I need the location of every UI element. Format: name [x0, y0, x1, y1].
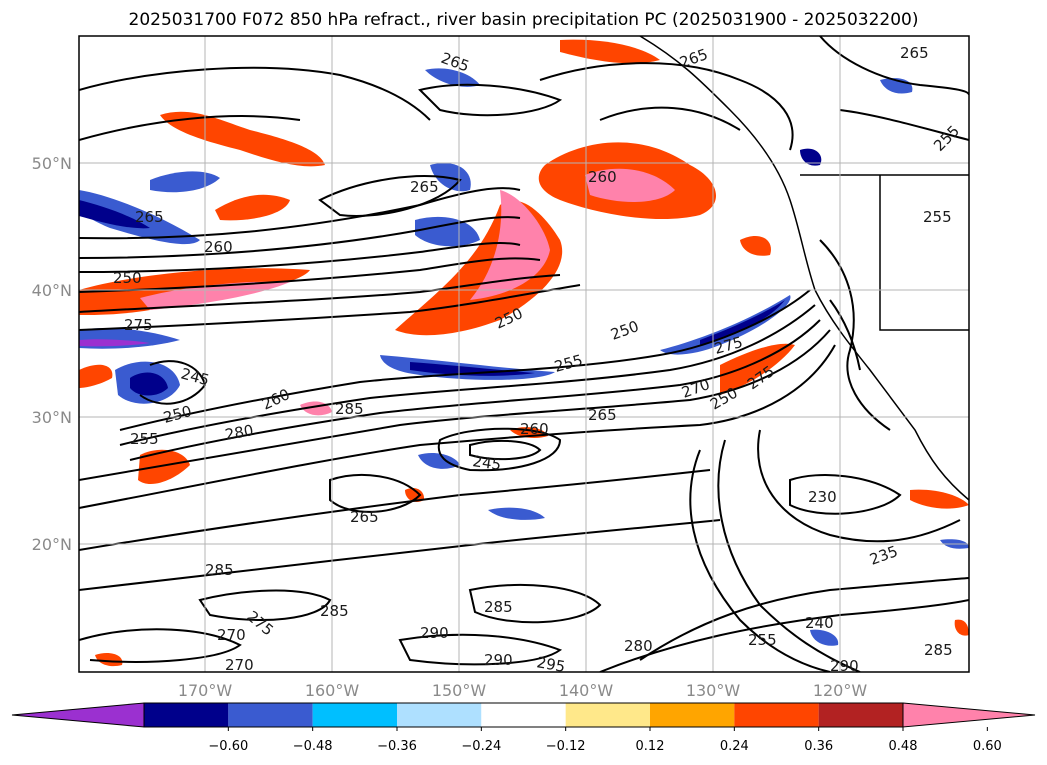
colorbar-tick-label: −0.60	[208, 739, 248, 754]
contour-label: 265	[410, 178, 439, 196]
colorbar-swatch	[397, 703, 482, 727]
map-plot-area: 265 265 265 265 260 260 250 275 245 250 …	[32, 35, 970, 700]
coastline	[639, 36, 969, 501]
colorbar-swatch	[144, 703, 229, 727]
contour-label: 255	[748, 631, 777, 649]
contour-label: 280	[224, 421, 255, 444]
contour-label: 260	[204, 238, 233, 256]
lat-label-20n: 20°N	[32, 535, 72, 554]
contour-label: 265	[135, 208, 164, 226]
contour-label: 265	[588, 406, 617, 424]
colorbar-tick-label: −0.24	[461, 739, 501, 754]
colorbar-swatch	[818, 703, 903, 727]
colorbar-swatch	[312, 703, 397, 727]
precip-shading	[79, 39, 969, 667]
latitude-labels: 50°N 40°N 30°N 20°N	[32, 154, 72, 554]
lon-label-150w: 150°W	[432, 681, 487, 700]
contour-label: 280	[624, 637, 653, 655]
contour-label: 265	[350, 508, 379, 526]
contour-label: 245	[471, 452, 502, 474]
contour-label: 250	[113, 269, 142, 287]
contour-label: 270	[225, 656, 254, 674]
lat-label-50n: 50°N	[32, 154, 72, 173]
contour-label: 230	[808, 488, 837, 506]
contour-label: 295	[535, 653, 566, 676]
contour-label: 265	[900, 44, 929, 62]
contour-label: 290	[830, 657, 859, 675]
contour-label: 275	[124, 316, 153, 334]
lat-label-30n: 30°N	[32, 408, 72, 427]
contour-label: 255	[130, 430, 159, 448]
contour-label: 240	[805, 614, 834, 632]
lon-label-130w: 130°W	[686, 681, 741, 700]
lon-label-120w: 120°W	[813, 681, 868, 700]
contour-label: 285	[320, 602, 349, 620]
refractivity-contours	[79, 36, 969, 672]
colorbar-tick-label: −0.12	[546, 739, 586, 754]
colorbar-border	[143, 702, 904, 728]
contour-label: 260	[520, 420, 549, 438]
colorbar-tick-label: 0.36	[804, 739, 833, 754]
colorbar-tick-label: 0.24	[720, 739, 749, 754]
colorbar-extend-min	[11, 702, 145, 728]
contour-label: 255	[923, 208, 952, 226]
graticule	[79, 36, 969, 672]
colorbar-swatch	[228, 703, 313, 727]
colorbar-tick-label: 0.12	[636, 739, 665, 754]
colorbar-tick-label: 0.48	[889, 739, 918, 754]
colorbar-extend-max	[902, 702, 1036, 728]
contour-label: 285	[205, 561, 234, 579]
map-title: 2025031700 F072 850 hPa refract., river …	[128, 10, 919, 30]
colorbar-swatch	[734, 703, 819, 727]
colorbar-swatch	[650, 703, 735, 727]
contour-label: 285	[335, 400, 364, 418]
lon-label-170w: 170°W	[178, 681, 233, 700]
lat-label-40n: 40°N	[32, 281, 72, 300]
contour-label: 260	[588, 168, 617, 186]
contour-label: 270	[217, 626, 246, 644]
lon-label-160w: 160°W	[305, 681, 360, 700]
lon-label-140w: 140°W	[559, 681, 614, 700]
colorbar-swatch	[565, 703, 650, 727]
colorbar-swatch	[481, 703, 566, 727]
colorbar-tick-label: 0.60	[973, 739, 1002, 754]
contour-label: 290	[420, 624, 449, 642]
longitude-labels: 170°W 160°W 150°W 140°W 130°W 120°W	[178, 681, 868, 700]
colorbar: −0.60 −0.48 −0.36 −0.24 −0.12 0.12 0.24 0.36 0.4…	[11, 702, 1036, 754]
colorbar-tick-label: −0.48	[293, 739, 333, 754]
contour-label: 285	[924, 641, 953, 659]
contour-label: 285	[484, 598, 513, 616]
contour-label: 290	[484, 651, 513, 669]
colorbar-tick-label: −0.36	[377, 739, 417, 754]
